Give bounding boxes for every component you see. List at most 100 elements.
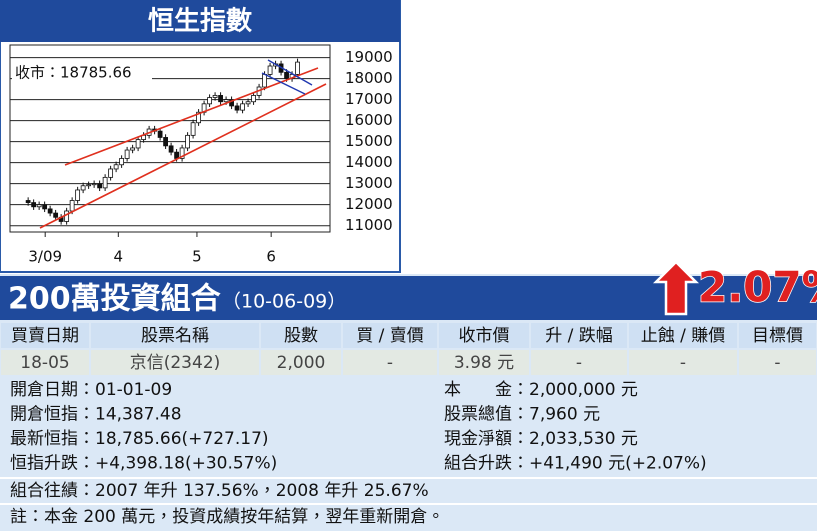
column-header: 止蝕 / 賺價 xyxy=(641,326,726,346)
candle-body xyxy=(130,147,136,151)
cell-text: - xyxy=(387,353,393,373)
candle-body xyxy=(157,130,163,138)
candle-body xyxy=(179,147,185,159)
candle-body xyxy=(80,185,86,191)
data-cell xyxy=(531,350,627,375)
candle-body xyxy=(262,74,267,88)
column-header: 升 / 跌幅 xyxy=(545,326,613,346)
detail-left: 開倉日期：01-01-09 xyxy=(10,380,172,400)
candle-body xyxy=(212,95,218,98)
candle-body xyxy=(69,200,75,212)
column-header: 買 / 賣價 xyxy=(356,326,424,346)
y-tick-label: 13000 xyxy=(345,174,393,192)
candle-body xyxy=(113,164,119,170)
candle-body xyxy=(295,61,300,75)
y-tick-label: 15000 xyxy=(345,132,393,150)
close-annotation: 收市：18785.66 xyxy=(15,64,132,82)
candle-body xyxy=(207,97,212,105)
x-tick-label: 6 xyxy=(266,248,276,266)
candle-body xyxy=(108,168,114,178)
header-cell xyxy=(531,323,627,348)
candle-body xyxy=(196,111,201,124)
candle-body xyxy=(97,183,103,189)
portfolio-date: （10-06-09） xyxy=(222,291,346,313)
candle-body xyxy=(91,183,97,186)
column-header: 股數 xyxy=(284,326,318,346)
candle-body xyxy=(86,184,92,187)
detail-left: 恒指升跌：+4,398.18(+30.57%) xyxy=(10,454,277,474)
y-tick-label: 11000 xyxy=(345,216,393,234)
chart-title-bar xyxy=(0,0,400,42)
portfolio-change: 2.07% xyxy=(698,263,817,312)
candle-body xyxy=(25,200,31,203)
detail-right: 本 金：2,000,000 元 xyxy=(444,380,638,400)
plot-frame xyxy=(9,44,331,233)
candle-body xyxy=(185,134,190,149)
y-tick-label: 14000 xyxy=(345,153,393,171)
note: 註：本金 200 萬元，投資成績按年結算，翌年重新開倉。 xyxy=(10,506,444,527)
data-cell xyxy=(1,350,89,375)
cell-text: - xyxy=(576,353,582,373)
plot: 11000 12000 13000 14000 15000 16000 17000 18000… xyxy=(10,48,393,266)
data-cell xyxy=(739,350,816,375)
y-tick-label: 16000 xyxy=(345,111,393,129)
candle-body xyxy=(135,139,141,149)
wedge-line xyxy=(261,72,306,95)
trend-line xyxy=(39,83,327,229)
x-tick-label: 5 xyxy=(192,248,202,266)
x-tick-label: 4 xyxy=(114,248,124,266)
header-cell xyxy=(91,323,259,348)
candle-body xyxy=(119,158,125,166)
detail-left: 開倉恒指：14,387.48 xyxy=(10,405,182,425)
column-header: 收市價 xyxy=(459,326,510,346)
detail-left: 最新恒指：18,785.66(+727.17) xyxy=(10,429,269,449)
candle-body xyxy=(36,204,42,208)
detail-right: 組合升跌：+41,490 元(+2.07%) xyxy=(444,454,707,474)
y-tick-label: 19000 xyxy=(345,48,393,66)
header-cell xyxy=(1,323,89,348)
candle-body xyxy=(47,208,53,214)
annotation-bg xyxy=(12,63,152,83)
column-header: 買賣日期 xyxy=(11,326,79,346)
candle-body xyxy=(42,204,48,210)
note: 組合往績：2007 年升 137.56%，2008 年升 25.67% xyxy=(10,481,429,501)
detail-right: 現金淨額：2,033,530 元 xyxy=(444,429,638,449)
header-cell xyxy=(343,323,437,348)
cell-text: - xyxy=(680,353,686,373)
candle-body xyxy=(53,212,59,218)
candle-body xyxy=(75,189,81,201)
detail-right: 股票總值：7,960 元 xyxy=(444,405,600,425)
header-cell xyxy=(739,323,816,348)
data-cell xyxy=(343,350,437,375)
candle-body xyxy=(174,151,179,159)
data-cell xyxy=(261,350,341,375)
candle-body xyxy=(223,99,229,103)
up-arrow xyxy=(652,260,700,316)
candle-body xyxy=(229,99,234,107)
cell-text: 3.98 元 xyxy=(454,353,514,373)
header-cell xyxy=(261,323,341,348)
candle-body xyxy=(218,95,223,103)
y-tick-label: 18000 xyxy=(345,69,393,87)
cell-text: 18-05 xyxy=(20,353,69,373)
cell-text: 2,000 xyxy=(277,353,326,373)
column-header: 股票名稱 xyxy=(141,326,209,346)
candle-body xyxy=(124,149,130,159)
data-cell xyxy=(91,350,259,375)
candle-body xyxy=(240,103,245,111)
candle-body xyxy=(267,65,273,75)
portfolio-title: 200萬投資組合 xyxy=(8,282,221,317)
candle-body xyxy=(31,202,37,208)
data-cell xyxy=(439,350,529,375)
column-header: 目標價 xyxy=(752,326,803,346)
candle-body xyxy=(64,210,70,222)
chart-title: 恒生指數 xyxy=(148,7,252,37)
header-cell xyxy=(439,323,529,348)
candle-body xyxy=(284,71,289,80)
y-tick-label: 17000 xyxy=(345,90,393,108)
x-tick-label: 3/09 xyxy=(28,248,62,266)
candle-body xyxy=(163,137,169,147)
cell-text: - xyxy=(774,353,780,373)
header-cell xyxy=(629,323,737,348)
